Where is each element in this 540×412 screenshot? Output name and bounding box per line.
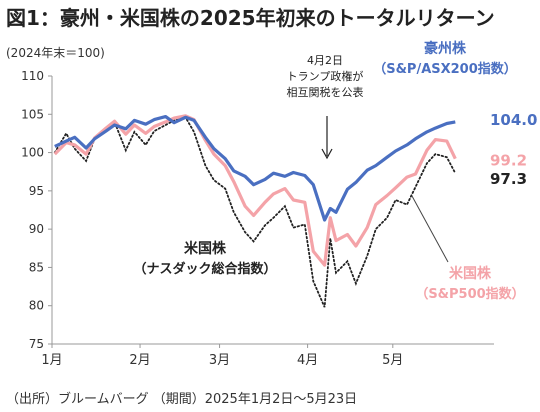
annotation-line: 相互関税を公表 [287, 85, 364, 99]
series-line-sp500 [53, 114, 457, 267]
x-tick-label: 2月 [129, 353, 150, 368]
annotation-arrow-head [321, 148, 333, 160]
chart-title: 図1：豪州・米国株の2025年初来のトータルリターン [6, 6, 495, 30]
y-tick-label: 85 [29, 260, 44, 274]
y-tick-label: 100 [21, 146, 44, 160]
series-line-nasdaq [53, 116, 457, 308]
x-tick-label: 4月 [297, 353, 318, 368]
x-tick-label: 5月 [382, 353, 403, 368]
label-nasdaq-name: 米国株 [184, 240, 227, 257]
annotation-line: トランプ政権が [287, 69, 364, 83]
source-note: （出所）ブルームバーグ （期間）2025年1月2日～5月23日 [6, 392, 358, 407]
y-tick-label: 75 [29, 337, 44, 351]
label-sp500-name: 米国株 [449, 265, 492, 282]
series-layer [53, 114, 457, 308]
y-tick-label: 95 [29, 184, 44, 198]
labels-layer: 104.0 99.297.3 豪州株 （S&P/ASX200指数） 米国株 （ナスダック総… [133, 40, 537, 302]
end-label-sp500: 99.2 [490, 152, 527, 170]
y-tick-label: 90 [29, 222, 44, 236]
label-australia-name: 豪州株 [424, 40, 467, 57]
series-line-australia [54, 114, 456, 222]
label-sp500-index: （S&P500指数） [415, 286, 524, 302]
y-unit-label: (2024年末＝100) [6, 46, 105, 60]
annotation-line: 4月2日 [307, 54, 343, 67]
y-tick-label: 80 [29, 299, 44, 313]
x-tick-label: 1月 [41, 353, 62, 368]
leader-line-sp500 [411, 195, 449, 263]
y-tick-label: 105 [21, 107, 44, 121]
x-tick-label: 3月 [209, 353, 230, 368]
axes-layer: 75 80 85 90 95 100 105 110 1月 2月 3月 4月 5月 [21, 69, 494, 368]
end-label-nasdaq: 97.3 [490, 170, 527, 188]
label-nasdaq-index: （ナスダック総合指数） [133, 261, 276, 277]
end-label-australia: 104.0 [490, 111, 537, 129]
label-australia-index: （S&P/ASX200指数） [373, 61, 517, 77]
y-tick-label: 110 [21, 69, 44, 83]
